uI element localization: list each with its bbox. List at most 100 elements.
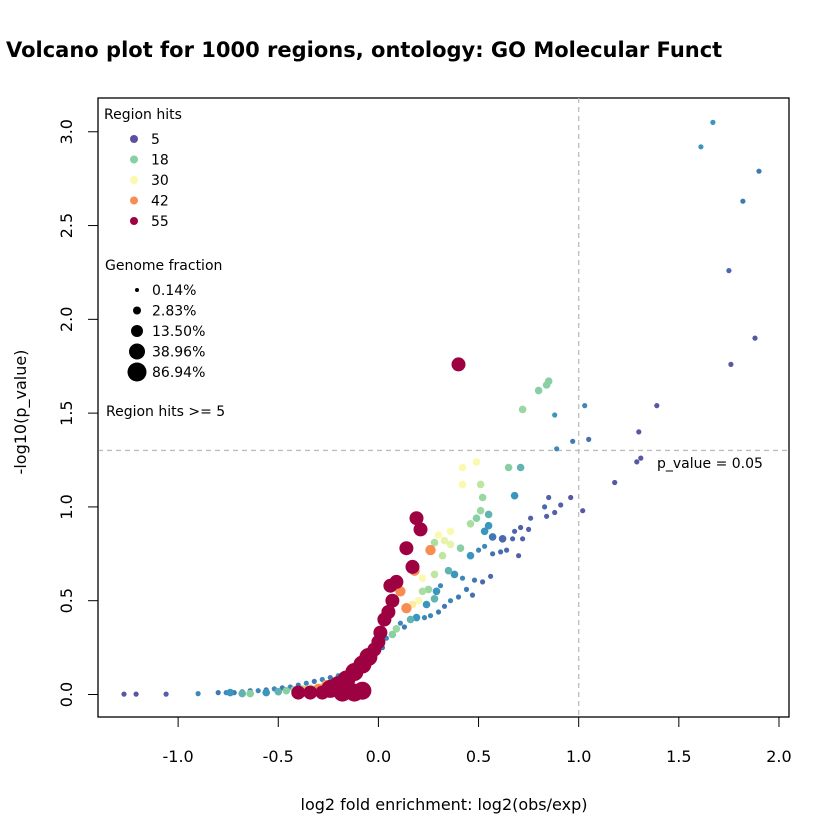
x-tick-label: 2.0: [766, 747, 791, 766]
x-axis: -1.0 -0.5 0.0 0.5 1.0 1.5 2.0: [163, 716, 792, 766]
data-point: [385, 593, 400, 608]
y-tick-label: 1.0: [57, 494, 76, 519]
data-point: [388, 630, 397, 639]
data-point: [510, 491, 519, 500]
x-tick-label: 0.5: [466, 747, 491, 766]
size-legend-label: 13.50%: [152, 324, 205, 340]
p-value-threshold-label: p_value = 0.05: [657, 456, 763, 472]
x-tick-label: 1.0: [566, 747, 591, 766]
size-legend-entries: 0.14% 2.83% 13.50% 38.96% 86.94%: [127, 283, 205, 382]
data-point: [516, 553, 522, 559]
data-point: [752, 335, 758, 341]
data-point: [399, 541, 414, 556]
data-point: [435, 609, 442, 615]
data-point: [710, 119, 716, 125]
data-point: [447, 598, 454, 604]
data-point: [484, 510, 493, 519]
data-point: [511, 528, 518, 534]
data-point: [303, 685, 318, 700]
data-point: [413, 522, 428, 537]
y-tick-label: 1.5: [57, 400, 76, 425]
data-point: [472, 458, 481, 466]
data-point: [476, 480, 485, 489]
color-legend-label: 42: [151, 194, 169, 210]
legend: Region hits 5 18 30 42 55 Genome fraction 0.…: [104, 107, 225, 420]
data-point: [463, 586, 470, 593]
color-legend-entries: 5 18 30 42 55: [130, 132, 169, 230]
data-point: [424, 585, 433, 594]
data-point: [552, 509, 558, 516]
chart-title: Volcano plot for 1000 regions, ontology:…: [6, 38, 722, 62]
data-point: [520, 536, 526, 542]
data-points: [121, 119, 762, 702]
data-point: [528, 515, 534, 521]
data-point: [451, 357, 466, 372]
color-legend-label: 18: [151, 153, 169, 169]
data-point: [255, 688, 261, 694]
data-point: [542, 504, 548, 510]
data-point: [437, 583, 444, 589]
y-axis: 0.0 0.5 1.0 1.5 2.0 2.5 3.0: [57, 119, 99, 707]
data-point: [401, 603, 412, 614]
data-point: [418, 574, 427, 582]
data-point: [634, 459, 640, 465]
data-point: [570, 438, 576, 444]
data-point: [480, 527, 489, 536]
size-legend-label: 86.94%: [152, 365, 205, 381]
color-legend-swatch: [130, 176, 138, 184]
data-point: [654, 403, 660, 409]
color-legend-swatch: [130, 135, 138, 143]
data-point: [546, 494, 552, 501]
data-point: [488, 533, 497, 541]
data-point: [466, 551, 475, 560]
data-point: [421, 615, 428, 621]
data-point: [291, 685, 306, 700]
size-legend-marker: [131, 325, 143, 337]
reference-lines: [98, 98, 789, 717]
y-tick-label: 2.5: [57, 213, 76, 238]
color-legend-swatch: [130, 196, 138, 205]
data-point: [450, 570, 459, 579]
y-tick-label: 0.0: [57, 682, 76, 707]
data-point: [412, 613, 421, 622]
data-point: [446, 540, 455, 549]
data-point: [552, 412, 558, 418]
data-point: [504, 547, 510, 553]
data-point: [636, 429, 642, 435]
data-point: [438, 551, 447, 560]
data-point: [698, 144, 704, 150]
size-legend-label: 38.96%: [152, 345, 205, 361]
color-legend-swatch: [130, 155, 138, 164]
data-point: [456, 544, 465, 552]
size-legend-title: Genome fraction: [105, 258, 222, 274]
data-point: [444, 566, 453, 575]
size-legend-marker: [135, 288, 139, 292]
data-point: [582, 403, 588, 409]
data-point: [392, 625, 401, 633]
color-legend-label: 30: [151, 173, 169, 189]
color-legend-swatch: [130, 217, 138, 225]
data-point: [740, 198, 746, 204]
data-point: [518, 524, 524, 531]
data-point: [544, 513, 550, 519]
data-point: [554, 446, 560, 452]
data-point: [534, 386, 543, 395]
data-point: [274, 687, 283, 696]
y-tick-label: 2.0: [57, 307, 76, 332]
data-point: [504, 463, 513, 472]
data-point: [472, 514, 481, 522]
data-point: [427, 613, 434, 619]
data-point: [580, 508, 586, 514]
data-point: [315, 685, 330, 700]
data-point: [303, 680, 309, 686]
data-point: [430, 570, 439, 579]
x-axis-label: log2 fold enrichment: log2(obs/exp): [301, 795, 588, 814]
data-point: [476, 547, 482, 553]
data-point: [498, 535, 507, 543]
data-point: [488, 573, 494, 579]
y-axis-label: -log10(p_value): [11, 350, 31, 475]
data-point: [542, 381, 551, 389]
data-point: [414, 596, 423, 605]
data-point: [432, 587, 441, 596]
data-point: [163, 691, 169, 697]
